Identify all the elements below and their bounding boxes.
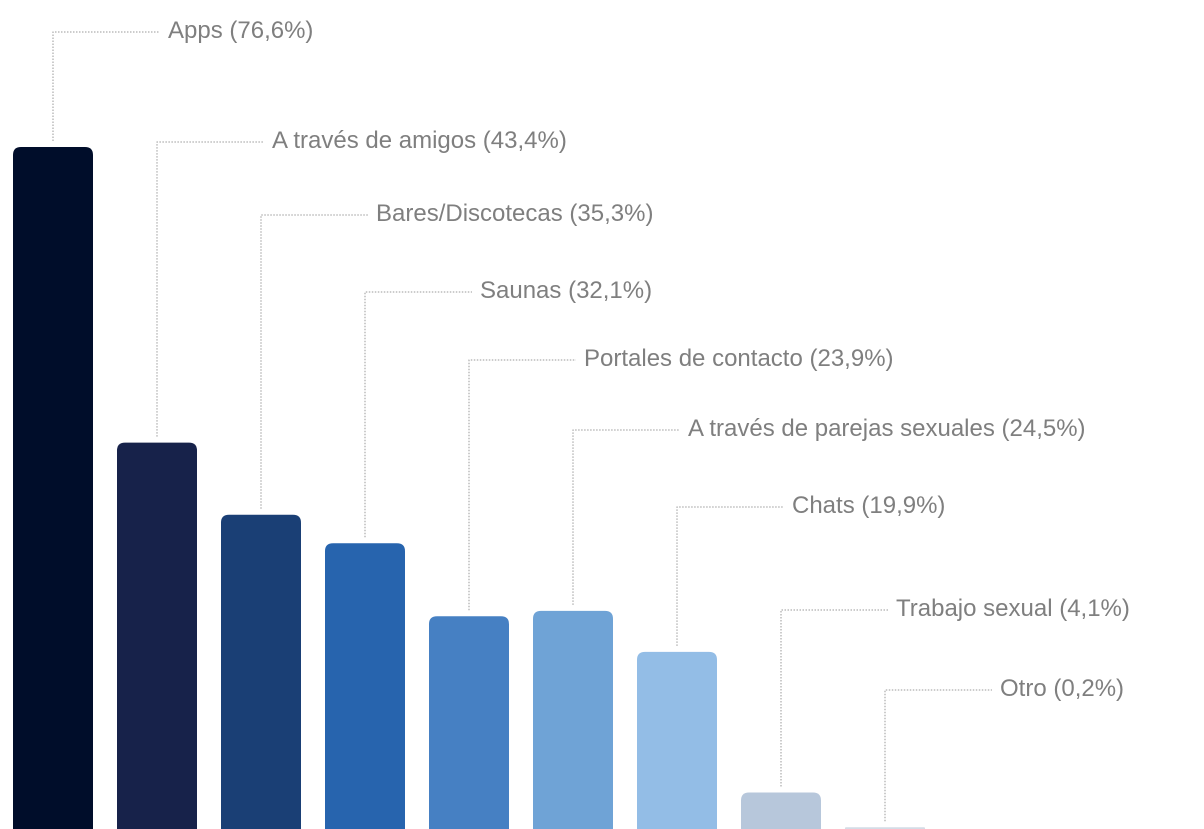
bar-label: Bares/Discotecas (35,3%) [376,200,653,227]
bar-label: Otro (0,2%) [1000,675,1124,702]
bar-label: Trabajo sexual (4,1%) [896,595,1130,622]
bar [117,442,197,829]
leader-line [676,506,784,646]
bar [325,543,405,829]
value-label: (4,1%) [1059,595,1130,622]
bar-label: A través de amigos (43,4%) [272,127,567,154]
leader-line [780,609,888,787]
value-label: (76,6%) [229,17,313,44]
value-label: (43,4%) [483,127,567,154]
bar [637,651,717,829]
category-label: Saunas [480,277,561,304]
category-label: A través de amigos [272,127,476,154]
leader-line [260,214,368,509]
category-label: Otro [1000,675,1047,702]
leader-line [156,141,264,437]
value-label: (24,5%) [1002,415,1086,442]
value-label: (19,9%) [861,492,945,519]
category-label: A través de parejas sexuales [688,415,995,442]
bar [741,792,821,829]
bar-label: Saunas (32,1%) [480,277,652,304]
category-label: Portales de contacto [584,345,803,372]
leader-line [52,31,160,141]
bar-label: Apps (76,6%) [168,17,313,44]
bar [533,610,613,829]
category-label: Chats [792,492,855,519]
value-label: (23,9%) [809,345,893,372]
category-label: Apps [168,17,223,44]
bar-label: Portales de contacto (23,9%) [584,345,894,372]
leader-line [364,291,472,538]
bar-label: A través de parejas sexuales (24,5%) [688,415,1086,442]
leader-line [572,429,680,605]
category-label: Trabajo sexual [896,595,1053,622]
value-label: (32,1%) [568,277,652,304]
bar-label: Chats (19,9%) [792,492,945,519]
bar [13,147,93,829]
value-label: (35,3%) [569,200,653,227]
category-label: Bares/Discotecas [376,200,563,227]
bar [429,616,509,829]
bar [221,514,301,829]
value-label: (0,2%) [1053,675,1124,702]
leader-line [884,689,992,822]
leader-line [468,359,576,611]
